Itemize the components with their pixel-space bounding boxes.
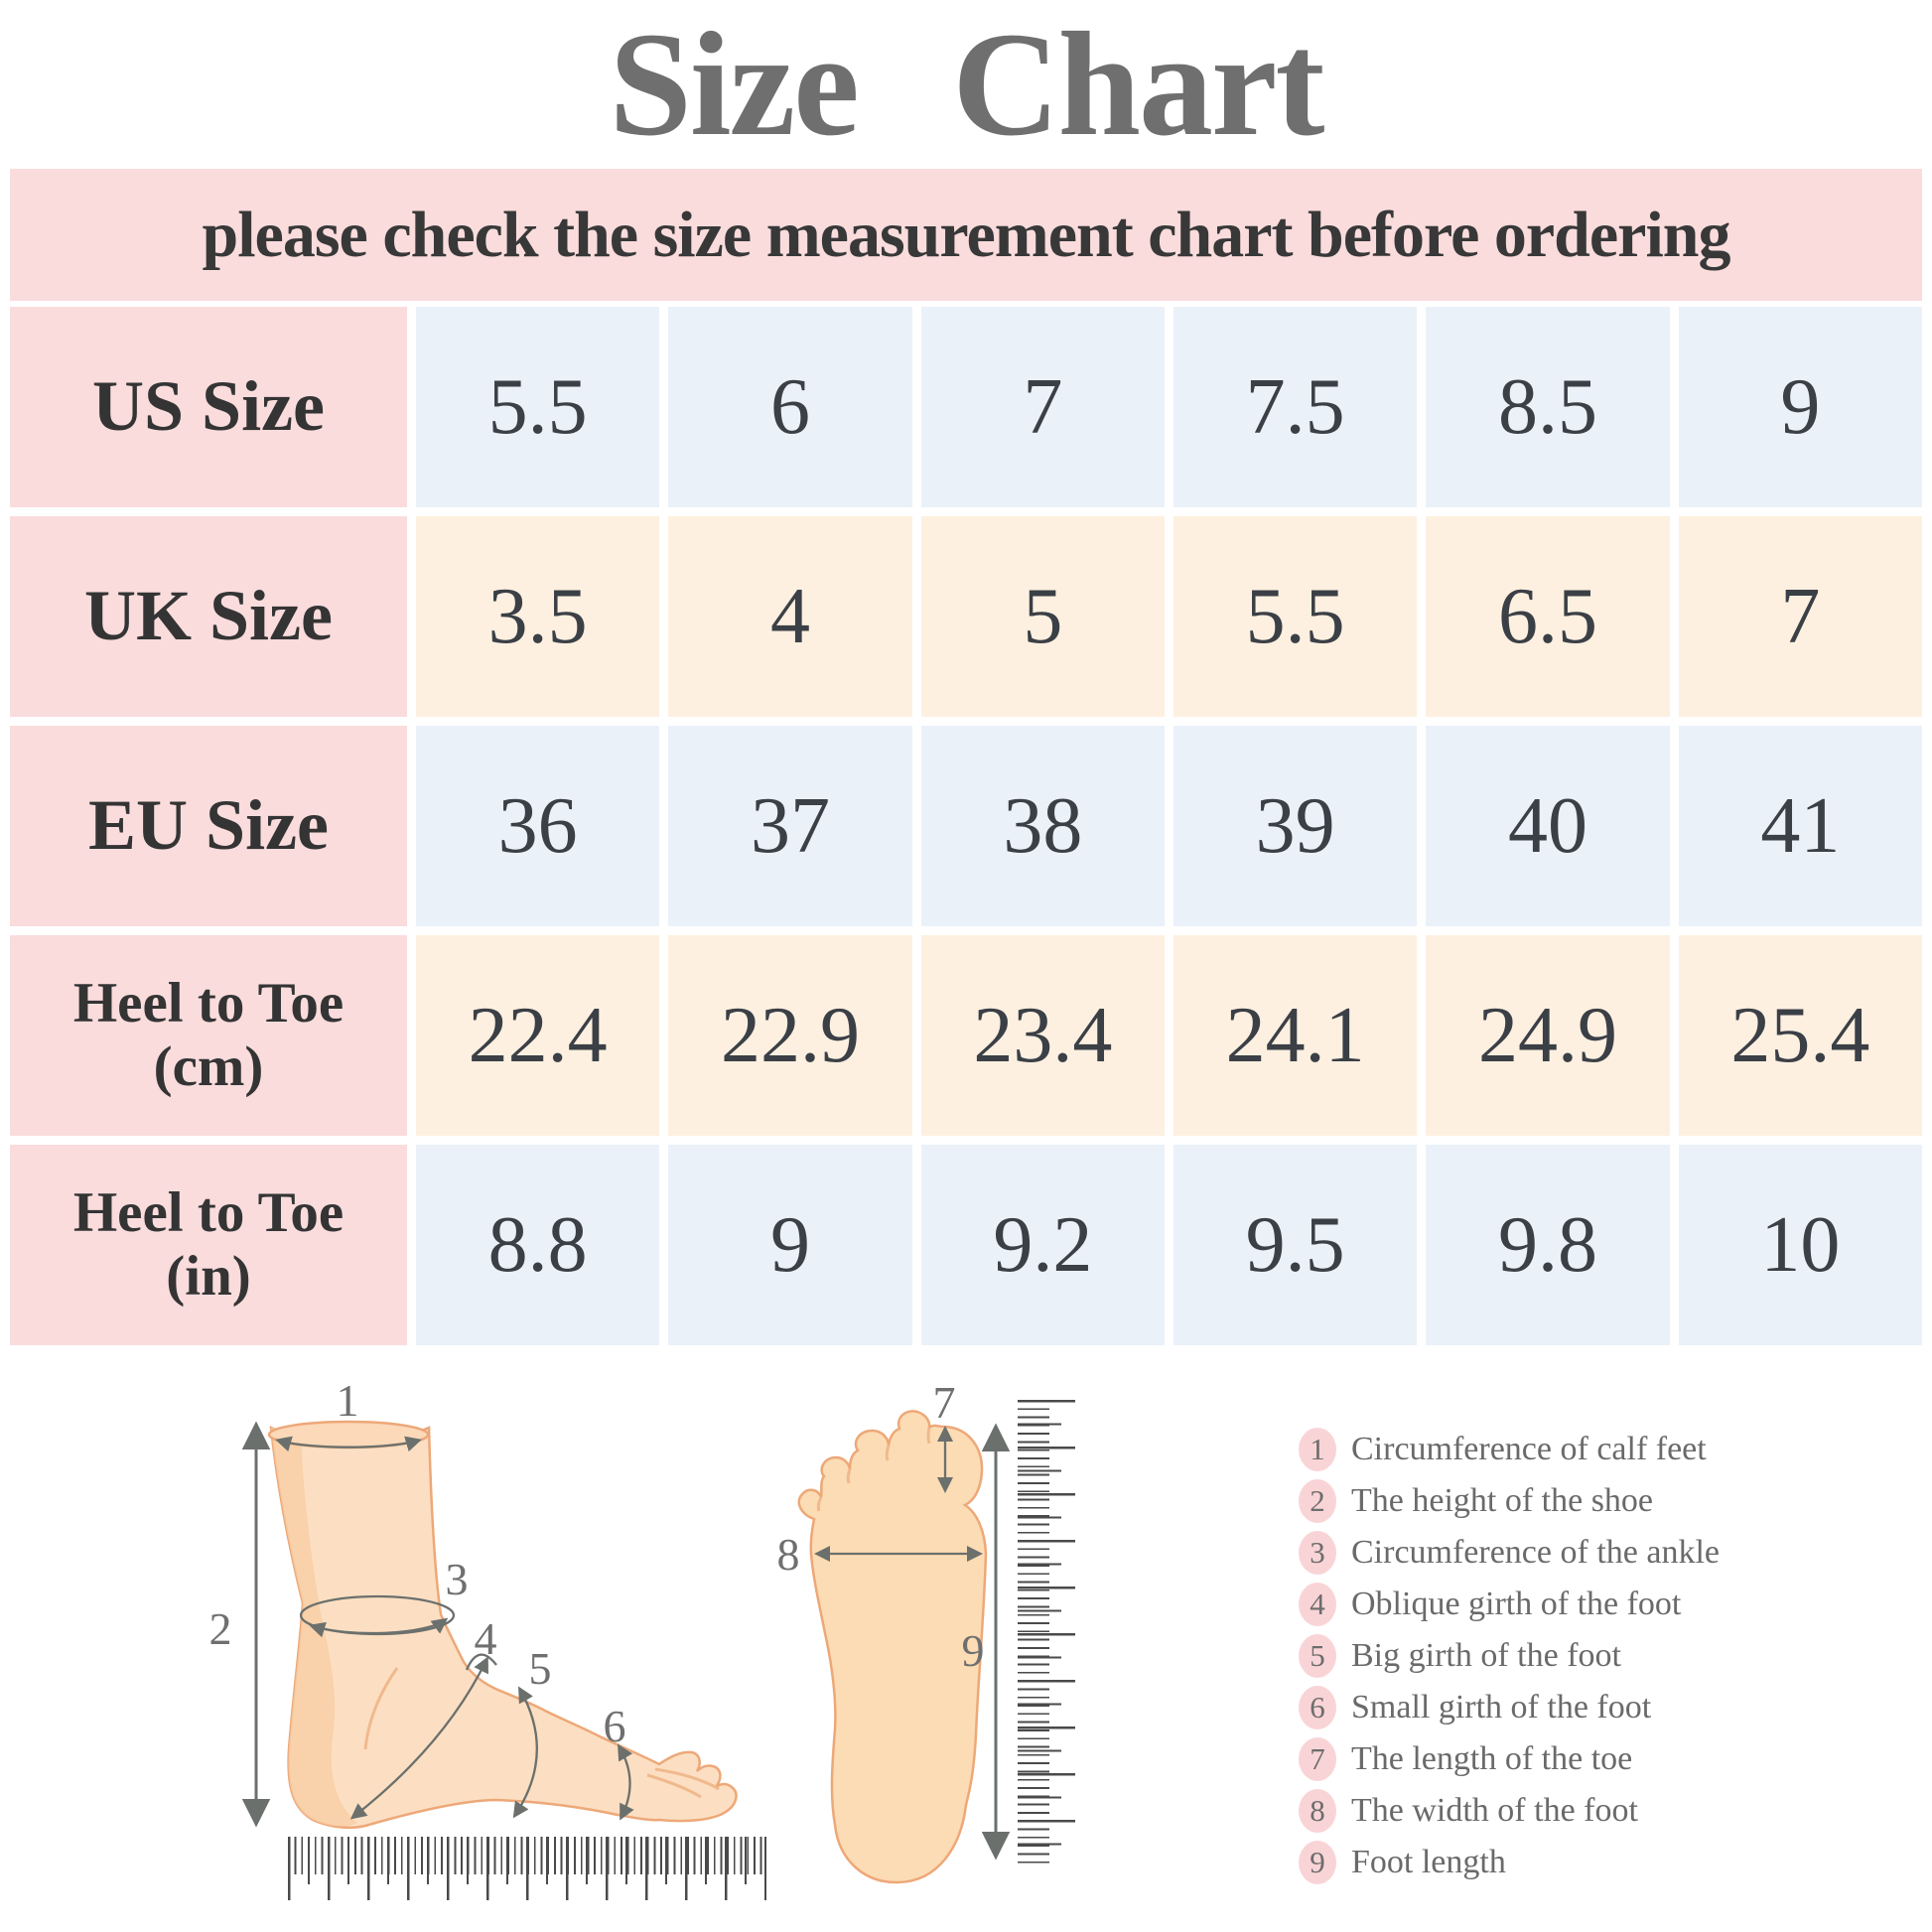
toe-crease-line	[646, 1773, 702, 1799]
size-value: 39	[1173, 726, 1418, 926]
size-value: 38	[920, 726, 1165, 926]
legend-item: 1 Circumference of calf feet	[1299, 1424, 1720, 1475]
side-foot-skin	[269, 1425, 738, 1830]
legend-label: The width of the foot	[1351, 1792, 1638, 1829]
size-value: 9	[1678, 307, 1922, 507]
horizontal-ruler-long-ticks	[288, 1837, 766, 1900]
marker-9-label: 9	[962, 1625, 985, 1676]
measurement-legend: 1 Circumference of calf feet 2 The heigh…	[1299, 1424, 1720, 1888]
size-value: 40	[1426, 726, 1670, 926]
size-value: 9	[668, 1145, 912, 1345]
row-label-uk-size: UK Size	[10, 516, 407, 717]
size-value: 36	[416, 726, 660, 926]
legend-label: Oblique girth of the foot	[1351, 1586, 1682, 1622]
legend-label: Foot length	[1351, 1844, 1506, 1880]
size-value: 9.2	[920, 1145, 1165, 1345]
size-value: 8.5	[1426, 307, 1670, 507]
marker-5-label: 5	[529, 1643, 552, 1694]
legend-number-badge: 3	[1299, 1531, 1336, 1575]
size-value: 7.5	[1173, 307, 1418, 507]
side-foot-measurements: 1 2 3 4 5 6	[209, 1380, 634, 1828]
legend-label: The length of the toe	[1351, 1740, 1633, 1777]
legend-label: Circumference of calf feet	[1351, 1431, 1707, 1467]
legend-number-badge: 8	[1299, 1789, 1336, 1833]
foot-measurement-diagram: 1 2 3 4 5 6 7 8 9	[209, 1380, 1011, 1884]
size-value: 4	[668, 516, 912, 717]
size-value: 37	[668, 726, 912, 926]
legend-item: 9 Foot length	[1299, 1837, 1720, 1888]
marker-2-label: 2	[209, 1603, 232, 1654]
size-value: 9.8	[1426, 1145, 1670, 1345]
size-value: 7	[1678, 516, 1922, 717]
oblique-girth-bump	[465, 1653, 497, 1671]
size-value: 24.1	[1173, 935, 1418, 1136]
size-value: 5	[920, 516, 1165, 717]
size-value: 6	[668, 307, 912, 507]
size-value: 9.5	[1173, 1145, 1418, 1345]
legend-label: Circumference of the ankle	[1351, 1534, 1720, 1571]
size-value: 25.4	[1678, 935, 1922, 1136]
footprint-toe-crease	[846, 1468, 852, 1484]
legend-number-badge: 4	[1299, 1583, 1336, 1626]
legend-number-badge: 6	[1299, 1686, 1336, 1729]
page-title: Size Chart	[609, 2, 1324, 167]
size-value: 6.5	[1426, 516, 1670, 717]
row-label-us-size: US Size	[10, 307, 407, 507]
measurement-figures: 1 2 3 4 5 6 7 8 9	[0, 1380, 1932, 1932]
size-value: 24.9	[1426, 935, 1670, 1136]
legend-item: 6 Small girth of the foot	[1299, 1682, 1720, 1733]
side-foot-illustration	[267, 1420, 738, 1830]
footprint-toe-crease	[885, 1445, 891, 1461]
ankle-girth-arrows	[309, 1617, 449, 1638]
size-value: 5.5	[416, 307, 660, 507]
legend-number-badge: 7	[1299, 1737, 1336, 1781]
footprint-toe-crease	[816, 1496, 823, 1512]
calf-girth-arc	[275, 1436, 422, 1452]
size-value: 22.4	[416, 935, 660, 1136]
big-girth-arc	[512, 1686, 538, 1819]
notice-text: please check the size measurement chart …	[202, 198, 1731, 271]
footprint-skin	[797, 1410, 988, 1884]
size-value: 5.5	[1173, 516, 1418, 717]
legend-number-badge: 5	[1299, 1634, 1336, 1678]
footprint-illustration	[797, 1410, 988, 1884]
legend-number-badge: 2	[1299, 1479, 1336, 1523]
small-girth-arc	[617, 1743, 634, 1821]
marker-6-label: 6	[604, 1701, 626, 1751]
marker-1-label: 1	[337, 1380, 359, 1426]
row-label-heel-to-toe-in: Heel to Toe (in)	[10, 1145, 407, 1345]
legend-item: 4 Oblique girth of the foot	[1299, 1579, 1720, 1630]
toe-crease-line	[654, 1767, 720, 1791]
size-value: 23.4	[920, 935, 1165, 1136]
legend-label: Small girth of the foot	[1351, 1689, 1652, 1725]
size-value: 22.9	[668, 935, 912, 1136]
notice-banner: please check the size measurement chart …	[10, 169, 1922, 301]
legend-number-badge: 1	[1299, 1428, 1336, 1471]
size-value: 8.8	[416, 1145, 660, 1345]
size-value: 3.5	[416, 516, 660, 717]
size-value: 7	[920, 307, 1165, 507]
size-value: 10	[1678, 1145, 1922, 1345]
legend-item: 3 Circumference of the ankle	[1299, 1527, 1720, 1579]
marker-8-label: 8	[777, 1529, 800, 1580]
row-label-eu-size: EU Size	[10, 726, 407, 926]
marker-4-label: 4	[475, 1613, 497, 1664]
legend-number-badge: 9	[1299, 1841, 1336, 1884]
footprint-measurements: 7 8 9	[777, 1380, 1011, 1861]
size-value: 41	[1678, 726, 1922, 926]
oblique-girth-arc	[349, 1656, 488, 1820]
marker-7-label: 7	[933, 1380, 956, 1428]
row-label-heel-to-toe-cm: Heel to Toe (cm)	[10, 935, 407, 1136]
legend-label: Big girth of the foot	[1351, 1637, 1621, 1674]
vertical-ruler-long-ticks	[1018, 1400, 1075, 1866]
legend-item: 2 The height of the shoe	[1299, 1475, 1720, 1527]
legend-item: 5 Big girth of the foot	[1299, 1630, 1720, 1682]
legend-item: 7 The length of the toe	[1299, 1733, 1720, 1785]
footprint-toe-crease	[926, 1427, 931, 1445]
legend-item: 8 The width of the foot	[1299, 1785, 1720, 1837]
size-conversion-table: US Size 5.5 6 7 7.5 8.5 9 UK Size 3.5 4 …	[10, 307, 1922, 1345]
legend-label: The height of the shoe	[1351, 1482, 1654, 1519]
marker-3-label: 3	[446, 1554, 469, 1604]
